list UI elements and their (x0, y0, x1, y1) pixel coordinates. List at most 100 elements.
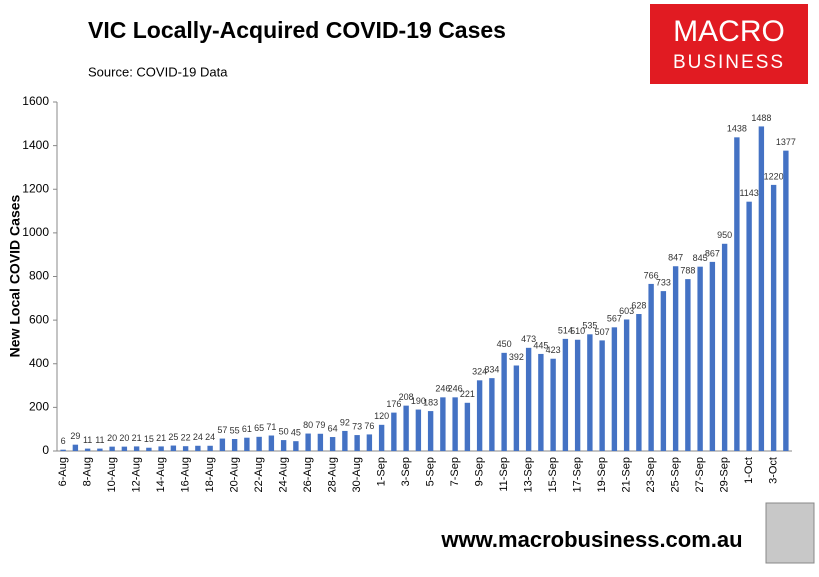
bar (734, 137, 740, 451)
data-label: 450 (497, 339, 512, 349)
bar (158, 446, 164, 451)
bar (354, 435, 360, 451)
data-label: 22 (181, 433, 191, 443)
y-tick-label: 400 (29, 356, 49, 370)
bar (109, 446, 115, 451)
bar (562, 338, 569, 451)
bar (427, 411, 434, 451)
data-label: 510 (570, 326, 585, 336)
data-label: 208 (399, 392, 414, 402)
x-tick-label: 19-Sep (596, 457, 608, 492)
data-label: 92 (340, 417, 350, 427)
bar (97, 448, 103, 451)
x-tick-label: 13-Sep (523, 457, 535, 492)
x-tick-label: 29-Sep (719, 457, 731, 492)
x-tick-label: 28-Aug (327, 457, 339, 492)
data-label: 514 (558, 325, 573, 335)
bar (440, 397, 446, 451)
x-tick-label: 12-Aug (131, 457, 143, 492)
data-label: 423 (546, 345, 561, 355)
bar (342, 430, 348, 451)
bar (648, 283, 654, 451)
wolf-icon (765, 502, 815, 564)
bar (378, 424, 385, 451)
bar (574, 339, 581, 451)
data-label: 246 (435, 384, 450, 394)
chart-subtitle: Source: COVID-19 Data (88, 64, 228, 79)
bar (587, 334, 593, 451)
x-tick-label: 7-Sep (449, 457, 461, 486)
x-tick-label: 26-Aug (302, 457, 314, 492)
bar (452, 397, 458, 451)
x-tick-label: 24-Aug (278, 457, 290, 492)
y-tick-label: 1200 (22, 181, 49, 195)
bar (305, 433, 311, 451)
data-label: 15 (144, 434, 154, 444)
bar (280, 440, 287, 451)
bar (366, 434, 373, 451)
data-label: 1143 (739, 188, 758, 198)
data-label: 535 (582, 321, 597, 331)
x-tick-label: 3-Oct (768, 457, 780, 484)
x-tick-label: 20-Aug (229, 457, 241, 492)
bar (256, 436, 262, 451)
data-label: 29 (70, 431, 80, 441)
x-tick-label: 5-Sep (425, 457, 437, 486)
data-label: 76 (364, 421, 374, 431)
chart-title: VIC Locally-Acquired COVID-19 Cases (88, 17, 506, 43)
bar (207, 445, 213, 451)
y-axis-title: New Local COVID Cases (7, 194, 23, 357)
data-label: 71 (266, 422, 276, 432)
logo-text: BUSINESS (673, 52, 785, 73)
bar (721, 243, 728, 451)
data-label: 11 (83, 435, 92, 445)
x-tick-label: 18-Aug (204, 457, 216, 492)
bar (476, 380, 483, 451)
data-label: 766 (644, 270, 659, 280)
x-tick-label: 21-Sep (621, 457, 633, 492)
y-tick-label: 200 (29, 400, 49, 414)
bar (770, 184, 777, 451)
bar (513, 365, 520, 451)
x-tick-label: 14-Aug (155, 457, 167, 492)
data-label: 24 (193, 432, 203, 442)
data-label: 733 (656, 277, 671, 287)
bar (146, 447, 152, 451)
x-tick-label: 1-Oct (743, 457, 755, 484)
logo-text: MACRO (673, 15, 785, 48)
data-label: 65 (254, 423, 264, 433)
x-tick-label: 11-Sep (498, 457, 510, 492)
bar (72, 444, 79, 451)
data-label: 24 (205, 432, 215, 442)
data-label: 25 (168, 432, 178, 442)
bar (636, 314, 642, 451)
bar (672, 266, 679, 451)
y-tick-label: 800 (29, 269, 49, 283)
data-label: 183 (423, 397, 438, 407)
data-label: 80 (303, 420, 313, 430)
data-label: 473 (521, 334, 536, 344)
data-label: 324 (472, 367, 487, 377)
bar (133, 446, 140, 451)
x-tick-label: 16-Aug (180, 457, 192, 492)
bar (758, 126, 765, 452)
bar (623, 319, 630, 451)
bar (268, 435, 275, 451)
data-label: 567 (607, 314, 622, 324)
data-label: 845 (693, 253, 708, 263)
data-label: 50 (279, 426, 289, 436)
bar (84, 448, 91, 451)
x-tick-label: 27-Sep (694, 457, 706, 492)
bar (60, 449, 66, 451)
bar (611, 327, 618, 451)
bar (525, 347, 532, 451)
data-label: 73 (352, 421, 362, 431)
y-tick-label: 1600 (22, 94, 49, 108)
bar (599, 340, 605, 451)
data-label: 445 (533, 340, 548, 350)
bar (329, 437, 336, 451)
data-label: 847 (668, 253, 683, 263)
x-tick-label: 6-Aug (57, 457, 69, 486)
data-label: 392 (509, 352, 524, 362)
